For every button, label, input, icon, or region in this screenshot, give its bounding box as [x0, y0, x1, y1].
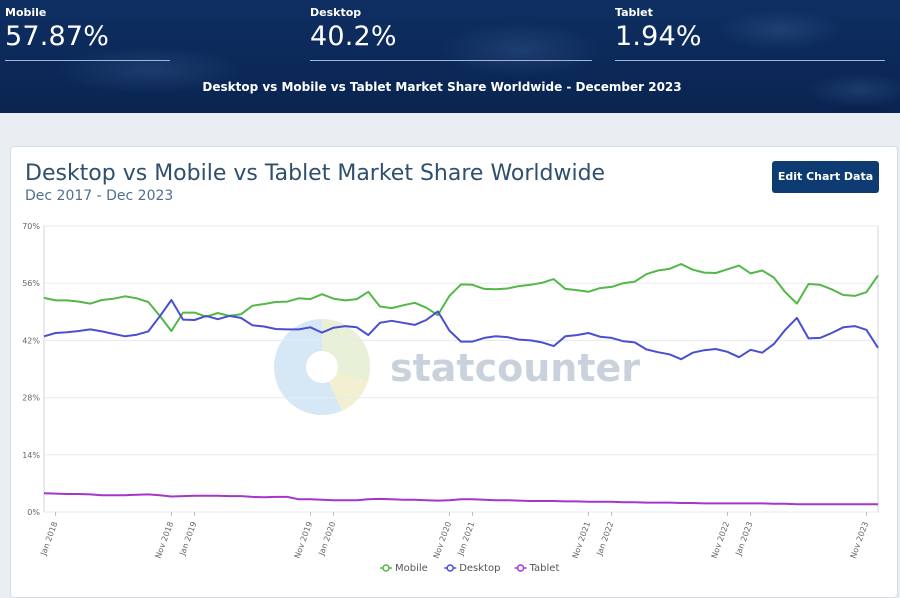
legend-label-desktop[interactable]: Desktop: [459, 563, 500, 574]
statcounter-watermark: statcounter: [274, 318, 640, 415]
series-lines: [43, 263, 879, 506]
y-tick-label: 70%: [22, 222, 40, 231]
stat-desktop-value: 40.2%: [310, 21, 397, 52]
x-tick-label: Jan 2020: [317, 520, 338, 557]
y-tick-label: 42%: [22, 336, 40, 345]
banner-title: Desktop vs Mobile vs Tablet Market Share…: [202, 80, 682, 94]
y-axis: 0% 14% 28% 42% 56% 70%: [22, 222, 40, 517]
chart-title: Desktop vs Mobile vs Tablet Market Share…: [25, 161, 606, 186]
x-tick-label: Jan 2022: [595, 520, 616, 557]
stat-tablet: Tablet 1.94%: [615, 6, 885, 61]
x-tick-label: Nov 2021: [571, 520, 593, 559]
stat-mobile: Mobile 57.87%: [5, 6, 170, 61]
legend-label-tablet[interactable]: Tablet: [529, 563, 560, 574]
series-line-tablet: [43, 492, 878, 506]
x-tick-label: Nov 2022: [710, 520, 732, 559]
market-share-chart: statcounter 0% 14% 28% 42% 56% 70% Jan 2018 No…: [22, 222, 879, 574]
world-map-background: [0, 0, 900, 113]
x-tick-label: Jan 2023: [734, 520, 755, 557]
y-tick-label: 56%: [22, 279, 40, 288]
y-tick-label: 28%: [22, 394, 40, 403]
stat-tablet-value: 1.94%: [615, 21, 702, 52]
y-tick-label: 14%: [22, 451, 40, 460]
x-tick-label: Nov 2020: [432, 520, 454, 559]
legend-marker-mobile: [382, 564, 390, 572]
legend-marker-desktop: [446, 564, 454, 572]
x-tick-label: Jan 2019: [178, 520, 199, 557]
stat-tablet-label: Tablet: [615, 6, 653, 19]
legend-marker-tablet: [516, 564, 525, 572]
stat-mobile-value: 57.87%: [5, 21, 110, 52]
statcounter-logo-icon: [274, 318, 371, 415]
stat-desktop-underline: [310, 60, 592, 61]
series-line-mobile: [43, 263, 879, 332]
stat-tablet-underline: [615, 60, 885, 61]
stat-mobile-underline: [5, 60, 170, 61]
x-tick-label: Nov 2023: [849, 520, 871, 559]
grid-lines: [43, 225, 879, 513]
x-tick-label: Nov 2019: [293, 520, 315, 559]
watermark-text: statcounter: [390, 346, 640, 390]
legend-label-mobile[interactable]: Mobile: [395, 563, 428, 574]
chart-subtitle: Dec 2017 - Dec 2023: [25, 188, 174, 204]
legend: Mobile Desktop Tablet: [380, 563, 559, 574]
y-tick-label: 0%: [27, 508, 40, 517]
stat-desktop-label: Desktop: [310, 6, 362, 19]
stat-mobile-label: Mobile: [5, 6, 47, 19]
stat-desktop: Desktop 40.2%: [310, 6, 592, 61]
chart-card: Desktop vs Mobile vs Tablet Market Share…: [10, 146, 898, 598]
x-tick-label: Jan 2018: [39, 520, 60, 557]
x-axis: Jan 2018 Nov 2018 Jan 2019 Nov 2019 Jan 2020…: [39, 512, 871, 560]
edit-chart-data-button[interactable]: Edit Chart Data: [772, 161, 879, 193]
summary-banner: Mobile 57.87% Desktop 40.2% Tablet 1.94%…: [0, 0, 900, 113]
series-line-desktop: [43, 299, 879, 361]
x-tick-label: Jan 2021: [456, 520, 477, 557]
x-tick-label: Nov 2018: [154, 520, 176, 559]
